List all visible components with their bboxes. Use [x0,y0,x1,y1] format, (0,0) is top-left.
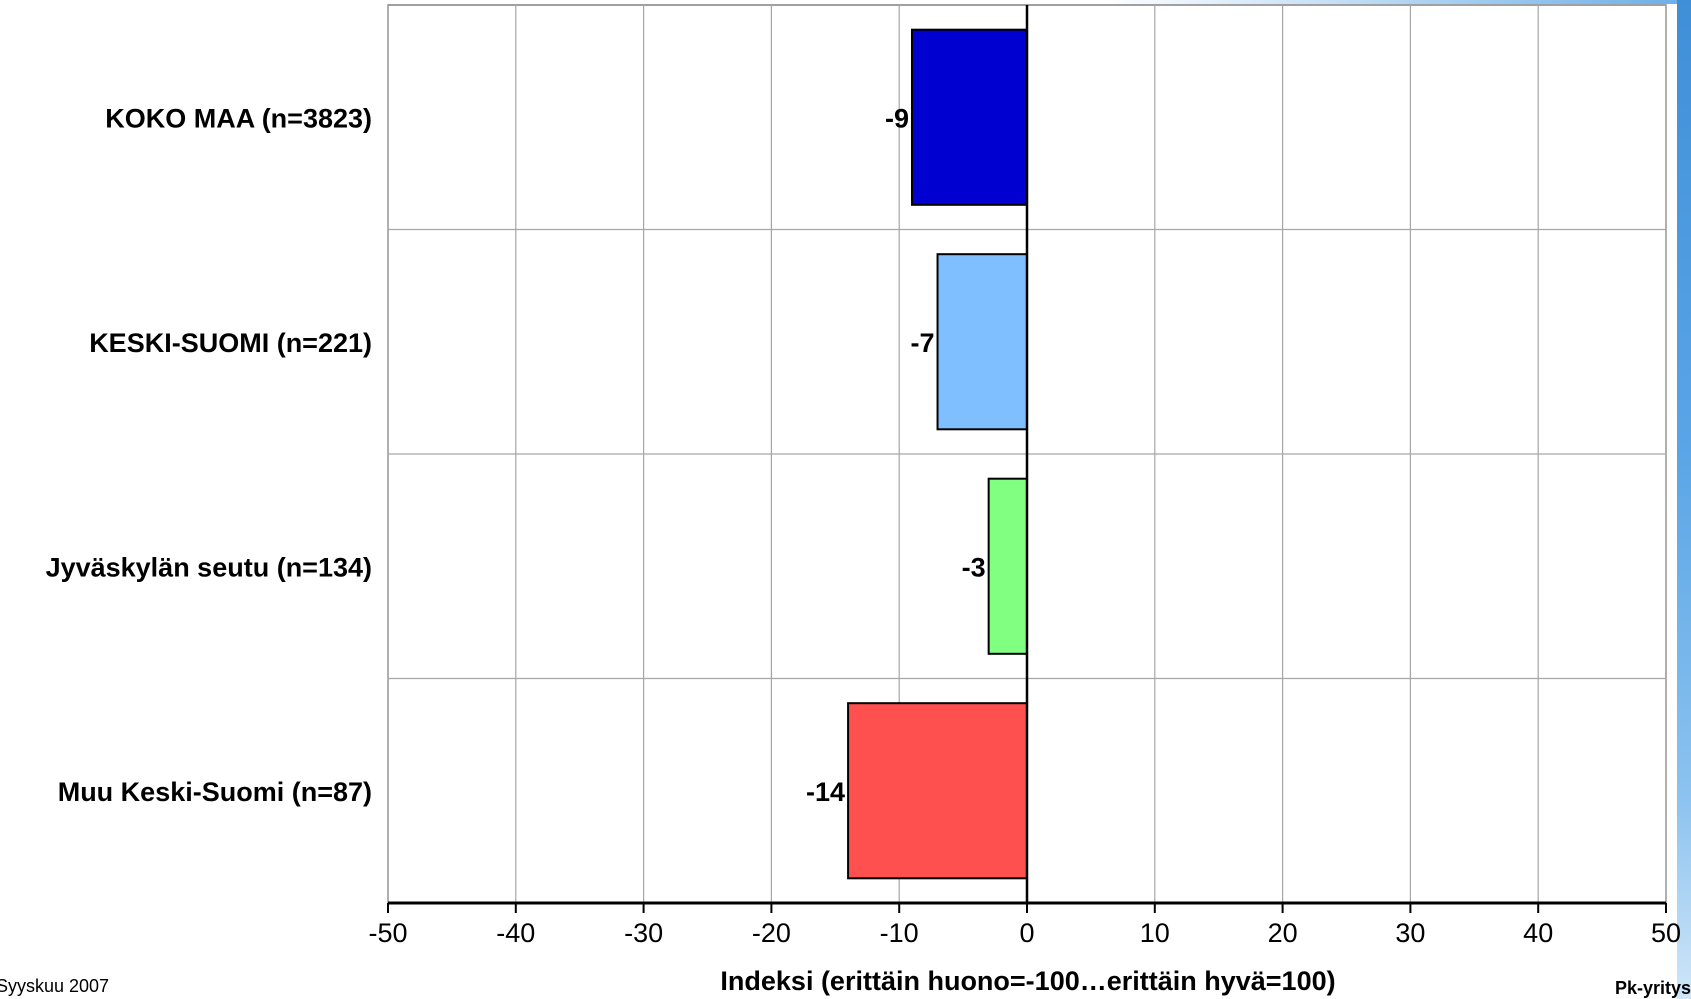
x-tick-label: -20 [752,918,791,948]
axes [387,5,1667,913]
labels: -9 KOKO MAA (n=3823) -7 KESKI-SUOMI (n=221)… [46,103,1681,948]
bar [936,253,1028,431]
x-axis-title: Indeksi (erittäin huono=-100…erittäin hy… [720,966,1335,996]
category-label: Jyväskylän seutu (n=134) [46,552,372,582]
side-decoration-band [1677,0,1691,999]
x-tick-label: -50 [368,918,407,948]
bar [910,28,1028,206]
data-label: -3 [962,552,986,582]
category-label: Muu Keski-Suomi (n=87) [58,777,372,807]
bar [987,477,1028,655]
footer-brand: Pk-yritys [1614,978,1691,998]
x-tick-label: 50 [1651,918,1681,948]
x-tick-label: -30 [624,918,663,948]
footer-date: Syyskuu 2007 [0,976,110,996]
x-tick-label: -10 [880,918,919,948]
bar [847,702,1029,880]
data-label: -7 [911,328,935,358]
x-tick-label: 20 [1268,918,1298,948]
x-tick-label: 10 [1140,918,1170,948]
top-decoration-band [1100,0,1691,4]
x-tick-label: 0 [1019,918,1034,948]
category-label: KESKI-SUOMI (n=221) [89,328,372,358]
data-label: -9 [885,103,909,133]
x-tick-label: -40 [496,918,535,948]
x-tick-label: 40 [1523,918,1553,948]
data-label: -14 [806,777,845,807]
bars [847,28,1029,880]
category-label: KOKO MAA (n=3823) [105,103,372,133]
x-tick-label: 30 [1395,918,1425,948]
